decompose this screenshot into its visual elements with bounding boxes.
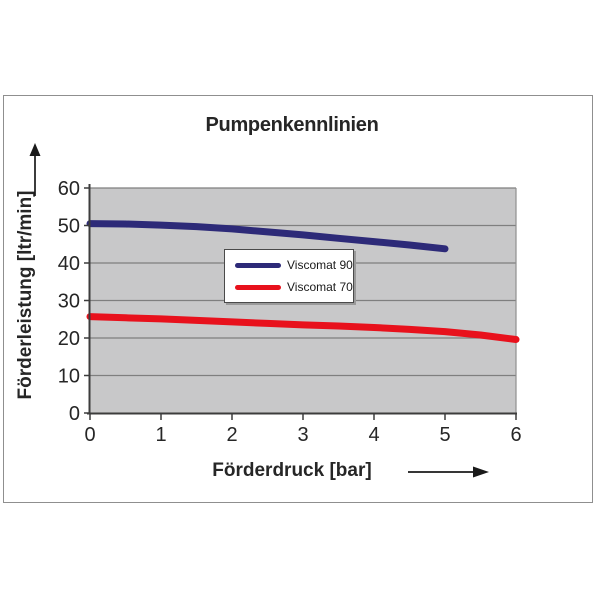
y-tick-label-0: 0 [69,403,80,425]
chart-title: Pumpenkennlinien [205,114,379,136]
series-line-viscomat-90 [86,220,449,253]
y-tick-label-20: 20 [58,328,80,350]
legend-line-sample [235,262,281,268]
y-tick-label-10: 10 [58,366,80,388]
x-tick-label-6: 6 [510,424,521,446]
legend-entry: Viscomat 90 [235,258,353,272]
x-tick-label-4: 4 [368,424,379,446]
y-tick-label-30: 30 [58,291,80,313]
y-axis-label: Förderleistung [ltr/min] [15,190,36,400]
y-tick-label-50: 50 [58,216,80,238]
x-tick-label-2: 2 [226,424,237,446]
x-tick-label-5: 5 [439,424,450,446]
x-tick-label-0: 0 [84,424,95,446]
x-axis-right-arrow-icon [408,466,489,478]
x-tick-label-3: 3 [297,424,308,446]
y-tick-label-60: 60 [58,178,80,200]
legend-line-sample [235,284,281,290]
y-tick-label-40: 40 [58,253,80,275]
x-tick-label-1: 1 [155,424,166,446]
legend: Viscomat 90 Viscomat 70 [224,249,354,303]
x-axis-label: Förderdruck [bar] [212,460,372,481]
y-axis-up-arrow-icon [29,143,41,196]
series-line-viscomat-70 [86,313,520,343]
legend-entry: Viscomat 70 [235,280,353,294]
legend-label: Viscomat 90 [287,258,353,272]
legend-label: Viscomat 70 [287,280,353,294]
